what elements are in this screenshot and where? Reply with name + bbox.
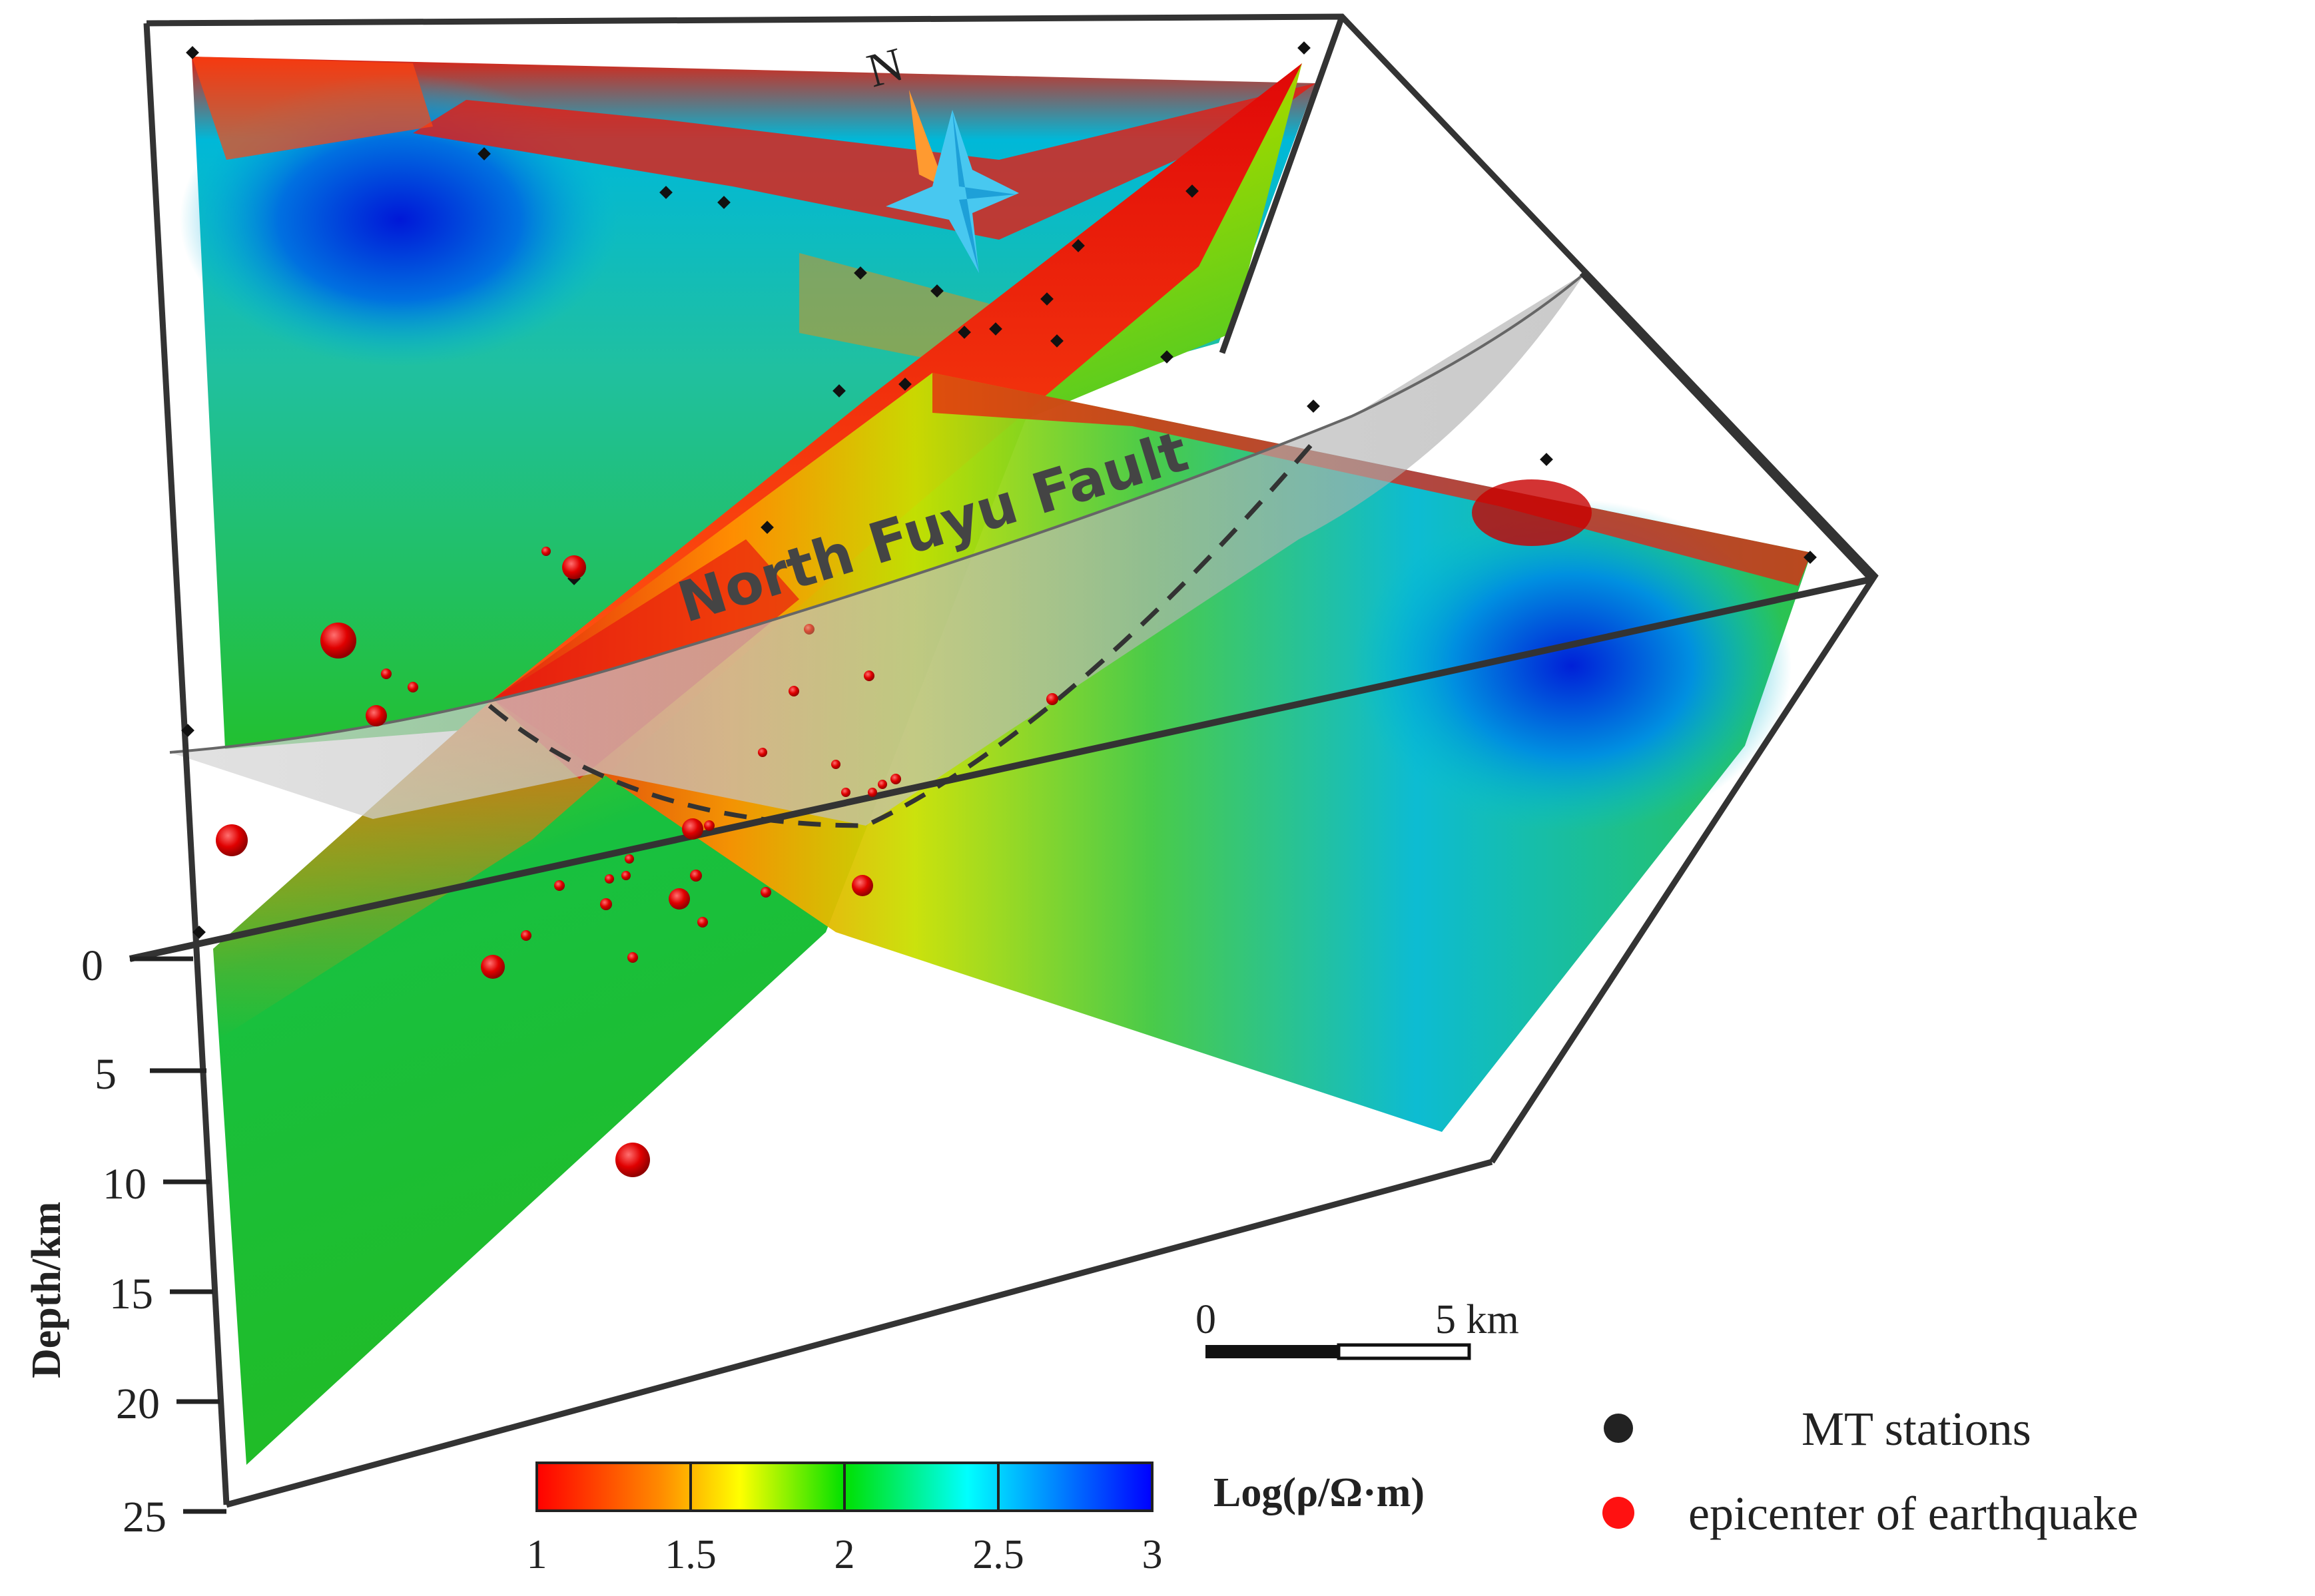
mt-station — [1160, 350, 1173, 364]
mt-station — [958, 326, 971, 339]
mt-station — [659, 186, 673, 199]
legend-epicenter-label: epicenter of earthquake — [1688, 1487, 2139, 1540]
epicenter — [481, 955, 505, 979]
scale-bar-end: 5 km — [1435, 1297, 1519, 1342]
epicenter — [621, 871, 631, 880]
epicenter — [320, 623, 356, 659]
epicenter — [682, 818, 703, 840]
epicenter — [868, 788, 877, 797]
mt-station — [1307, 399, 1320, 413]
epicenter — [704, 820, 715, 831]
legend-mt-stations-marker — [1604, 1414, 1633, 1443]
mt-station — [717, 196, 731, 209]
epicenter — [804, 624, 815, 635]
mt-station — [1297, 41, 1311, 55]
depth-tick-25: 25 — [123, 1493, 166, 1541]
epicenter — [627, 952, 638, 963]
bounding-frame — [129, 13, 1879, 1508]
mt-station — [186, 46, 199, 59]
epicenter — [890, 774, 901, 784]
mt-station — [1050, 334, 1064, 348]
mt-station — [192, 926, 206, 939]
epicenter — [600, 898, 612, 910]
epicenter — [761, 887, 771, 898]
legend-mt-stations-label: MT stations — [1802, 1402, 2031, 1456]
epicenter — [554, 880, 565, 891]
epicenter — [878, 780, 887, 789]
earthquake-epicenters — [216, 547, 1058, 1177]
mt-station — [1540, 453, 1553, 466]
mt-station — [1072, 239, 1085, 252]
epicenter — [789, 686, 799, 696]
colorbar-tick-2-5: 2.5 — [972, 1532, 1024, 1577]
epicenter — [758, 748, 767, 757]
epicenter — [697, 917, 708, 928]
colorbar-tick-1: 1 — [527, 1532, 547, 1577]
mt-station — [854, 266, 867, 280]
fault-dashed-trace — [488, 434, 1321, 828]
colorbar-tick-1-5: 1.5 — [665, 1532, 717, 1577]
epicenter — [669, 888, 690, 910]
mt-station — [930, 284, 944, 298]
colorbar-tick-2: 2 — [834, 1532, 855, 1577]
epicenter — [690, 870, 702, 882]
mt-station — [989, 322, 1002, 336]
epicenter — [541, 547, 551, 556]
legend-epicenter-marker — [1602, 1497, 1634, 1529]
colorbar-title: Log(ρ/Ω·m) — [1213, 1470, 1425, 1515]
scale-bar-start: 0 — [1195, 1297, 1216, 1342]
mt-station — [761, 521, 774, 534]
epicenter — [562, 555, 586, 579]
epicenter — [615, 1143, 650, 1177]
mt-station — [181, 724, 194, 737]
depth-tick-0: 0 — [81, 941, 103, 990]
epicenter — [1046, 693, 1058, 705]
colorbar-tick-3: 3 — [1142, 1532, 1163, 1577]
colorbar: 1 1.5 2 2.5 3 Log(ρ/Ω·m) — [527, 1462, 1425, 1577]
epicenter — [381, 668, 392, 679]
fault-plane — [169, 272, 1586, 828]
mt-station — [1185, 184, 1199, 198]
mt-station — [832, 384, 846, 398]
epicenter — [521, 930, 531, 941]
depth-axis: 0 5 10 15 20 25 Depth/km — [24, 941, 226, 1541]
epicenter — [852, 875, 873, 896]
epicenter — [366, 705, 387, 726]
mt-station — [898, 378, 912, 391]
mt-stations — [181, 41, 1817, 939]
epicenter — [841, 788, 850, 797]
mt-station — [1804, 551, 1817, 564]
depth-tick-15: 15 — [109, 1270, 153, 1318]
scale-bar: 0 5 km — [1195, 1297, 1519, 1360]
north-arrow-icon: N — [862, 37, 1019, 273]
epicenter — [831, 760, 840, 769]
legend: MT stations epicenter of earthquake — [1602, 1402, 2139, 1540]
depth-tick-20: 20 — [116, 1380, 160, 1428]
epicenter — [864, 670, 874, 681]
epicenter — [625, 854, 634, 864]
mt-station — [1040, 292, 1054, 306]
epicenter — [216, 824, 248, 856]
depth-axis-title: Depth/km — [24, 1202, 69, 1378]
depth-tick-10: 10 — [103, 1160, 147, 1208]
depth-tick-5: 5 — [95, 1050, 117, 1099]
epicenter — [605, 874, 614, 884]
epicenter — [408, 682, 418, 692]
